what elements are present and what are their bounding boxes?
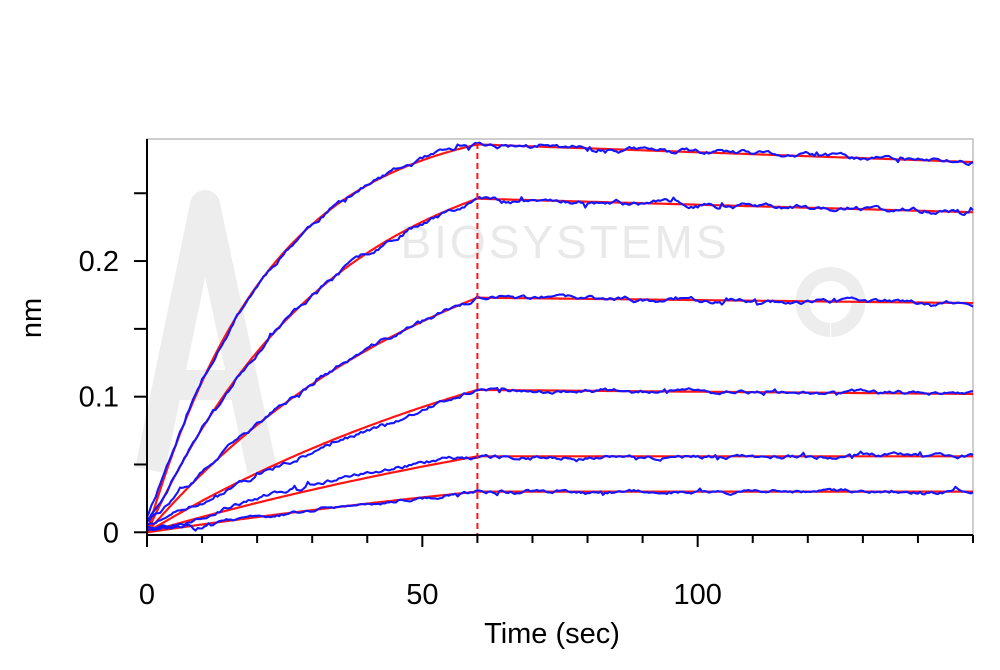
fit-curve-5 — [146, 455, 973, 534]
watermark-dot — [795, 267, 866, 337]
y-tick-label-0.1: 0.1 — [79, 382, 119, 414]
watermark-stroke — [135, 190, 277, 474]
y-tick-label-0: 0 — [103, 517, 119, 549]
tick-labels: 0 50 100 0 0.1 0.2 — [79, 246, 722, 611]
tick-marks — [134, 192, 974, 547]
x-tick-label-0: 0 — [139, 579, 155, 611]
watermark-logo — [135, 190, 866, 474]
measured-curve-3 — [146, 293, 974, 522]
watermark-text: BIOSYSTEMS — [400, 216, 729, 268]
fit-curve-6 — [146, 490, 973, 534]
y-axis-label: nm — [16, 298, 48, 338]
y-tick-label-0.2: 0.2 — [79, 246, 119, 278]
measured-curve-5 — [146, 450, 974, 530]
measured-curve-2 — [146, 196, 974, 523]
measured-curve-1 — [146, 141, 974, 518]
measured-curve-4 — [146, 386, 973, 526]
x-tick-label-100: 100 — [673, 579, 721, 611]
x-tick-label-50: 50 — [406, 579, 438, 611]
axes — [146, 139, 973, 536]
measured-curve-6 — [146, 485, 974, 532]
x-axis-label: Time (sec) — [484, 618, 620, 650]
measured-curves — [146, 141, 974, 532]
